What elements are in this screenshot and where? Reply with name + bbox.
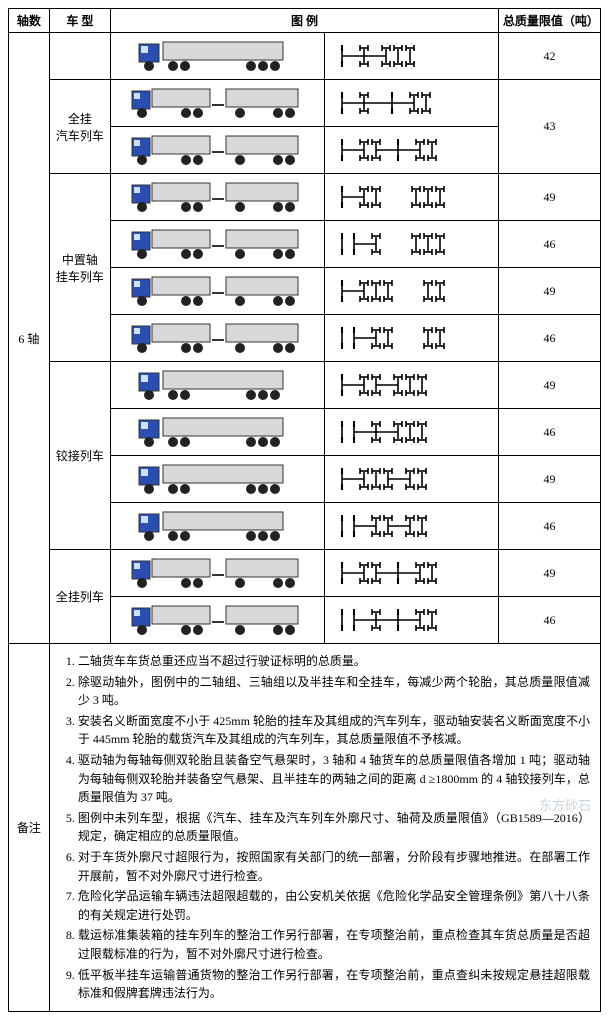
axle-diagram-cell [325, 362, 499, 409]
header-diagram: 图 例 [111, 9, 499, 33]
notes-row: 备注二轴货车车货总重还应当不超过行驶证标明的总质量。除驱动轴外，图例中的二轴组、… [9, 644, 601, 1012]
table-row: 全挂列车 [9, 550, 601, 597]
table-row: 6 轴 [9, 33, 601, 80]
note-item: 二轴货车车货总重还应当不超过行驶证标明的总质量。 [78, 652, 590, 671]
notes-content-cell: 二轴货车车货总重还应当不超过行驶证标明的总质量。除驱动轴外，图例中的二轴组、三轴… [49, 644, 600, 1012]
type-cell: 全挂列车 [49, 550, 110, 644]
note-item: 安装名义断面宽度不小于 425mm 轮胎的挂车及其组成的汽车列车，驱动轴安装名义… [78, 712, 590, 749]
header-row: 轴数 车 型 图 例 总质量限值（吨） [9, 9, 601, 33]
type-cell: 全挂 汽车列车 [49, 80, 110, 174]
truck-diagram-cell [111, 362, 325, 409]
truck-diagram-cell [111, 409, 325, 456]
note-item: 对于车货外廓尺寸超限行为，按照国家有关部门的统一部署，分阶段有步骤地推进。在部署… [78, 848, 590, 885]
note-item: 低平板半挂车运输普通货物的整治工作另行部署，在专项整治前，重点查纠未按规定悬挂超… [78, 966, 590, 1003]
weight-cell: 46 [498, 597, 600, 644]
table-row: 中置轴 挂车列车 [9, 174, 601, 221]
weight-cell: 49 [498, 174, 600, 221]
axle-diagram-cell [325, 80, 499, 127]
axle-diagram-cell [325, 174, 499, 221]
truck-diagram-cell [111, 456, 325, 503]
header-axle: 轴数 [9, 9, 50, 33]
axle-diagram-cell [325, 550, 499, 597]
truck-diagram-cell [111, 33, 325, 80]
truck-diagram-cell [111, 315, 325, 362]
truck-diagram-cell [111, 268, 325, 315]
truck-diagram-cell [111, 550, 325, 597]
note-item: 危险化学品运输车辆违法超限超载的，由公安机关依据《危险化学品安全管理条例》第八十… [78, 887, 590, 924]
axle-diagram-cell [325, 221, 499, 268]
axle-diagram-cell [325, 503, 499, 550]
note-item: 载运标准集装箱的挂车列车的整治工作另行部署，在专项整治前，重点检查其车货总质量是… [78, 926, 590, 963]
weight-cell: 49 [498, 456, 600, 503]
truck-diagram-cell [111, 127, 325, 174]
axle-count-cell: 6 轴 [9, 33, 50, 644]
type-cell-blank [49, 33, 110, 80]
note-item: 图例中未列车型，根据《汽车、挂车及汽车列车外廓尺寸、轴荷及质量限值》（GB158… [78, 809, 590, 846]
weight-cell: 49 [498, 362, 600, 409]
weight-limit-table: 轴数 车 型 图 例 总质量限值（吨） 6 轴 [8, 8, 601, 1012]
axle-diagram-cell [325, 597, 499, 644]
truck-diagram-cell [111, 221, 325, 268]
axle-diagram-cell [325, 33, 499, 80]
weight-cell: 43 [498, 80, 600, 174]
weight-cell: 49 [498, 268, 600, 315]
weight-cell: 46 [498, 409, 600, 456]
type-cell: 中置轴 挂车列车 [49, 174, 110, 362]
truck-diagram-cell [111, 174, 325, 221]
axle-diagram-cell [325, 456, 499, 503]
weight-cell: 42 [498, 33, 600, 80]
weight-cell: 46 [498, 315, 600, 362]
truck-diagram-cell [111, 80, 325, 127]
notes-label-cell: 备注 [9, 644, 50, 1012]
axle-diagram-cell [325, 315, 499, 362]
truck-diagram-cell [111, 597, 325, 644]
weight-cell: 49 [498, 550, 600, 597]
truck-diagram-cell [111, 503, 325, 550]
table-row: 全挂 汽车列车 [9, 80, 601, 127]
table-row: 铰接列车 [9, 362, 601, 409]
weight-cell: 46 [498, 221, 600, 268]
axle-diagram-cell [325, 268, 499, 315]
type-cell: 铰接列车 [49, 362, 110, 550]
note-item: 除驱动轴外，图例中的二轴组、三轴组以及半挂车和全挂车，每减少两个轮胎，其总质量限… [78, 673, 590, 710]
header-type: 车 型 [49, 9, 110, 33]
weight-cell: 46 [498, 503, 600, 550]
header-weight: 总质量限值（吨） [498, 9, 600, 33]
axle-diagram-cell [325, 409, 499, 456]
note-item: 驱动轴为每轴每侧双轮胎且装备空气悬架时，3 轴和 4 轴货车的总质量限值各增加 … [78, 751, 590, 807]
axle-diagram-cell [325, 127, 499, 174]
